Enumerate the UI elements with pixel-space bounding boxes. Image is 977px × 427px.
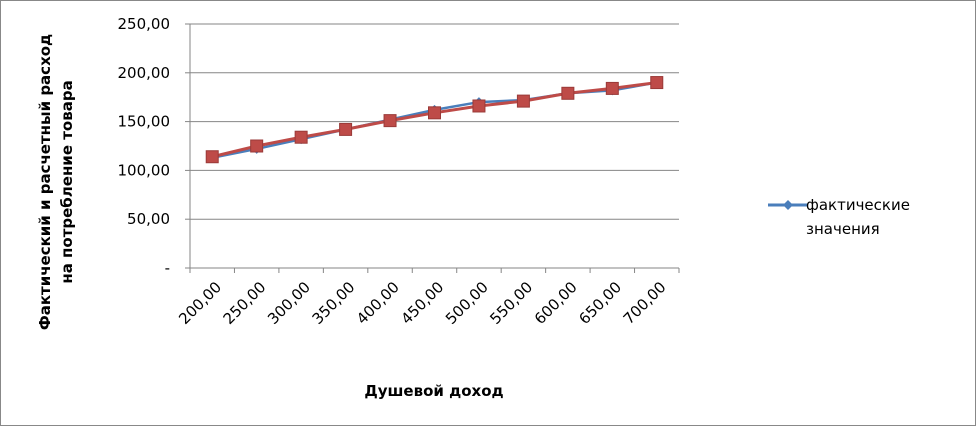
marker bbox=[428, 106, 441, 120]
x-axis-title: Душевой доход bbox=[364, 382, 503, 400]
y-axis-title: на потребление товара bbox=[58, 80, 76, 283]
marker bbox=[250, 139, 264, 153]
y-tick-label: 200,00 bbox=[118, 64, 171, 82]
marker bbox=[650, 76, 664, 90]
y-tick-label: 150,00 bbox=[118, 113, 171, 131]
marker bbox=[294, 130, 308, 144]
y-tick-label: 250,00 bbox=[118, 15, 171, 33]
y-tick-label: - bbox=[165, 259, 170, 277]
marker bbox=[339, 122, 353, 136]
marker bbox=[205, 150, 219, 164]
legend-marker bbox=[783, 200, 793, 210]
marker bbox=[561, 86, 575, 100]
y-axis-title: Фактический и расчетный расход bbox=[36, 34, 54, 330]
y-tick-label: 50,00 bbox=[127, 210, 170, 228]
marker bbox=[383, 114, 397, 128]
legend-label: фактические значения bbox=[806, 196, 910, 238]
marker bbox=[605, 81, 619, 95]
marker bbox=[516, 94, 530, 108]
y-tick-label: 100,00 bbox=[118, 161, 171, 179]
marker bbox=[472, 99, 486, 113]
